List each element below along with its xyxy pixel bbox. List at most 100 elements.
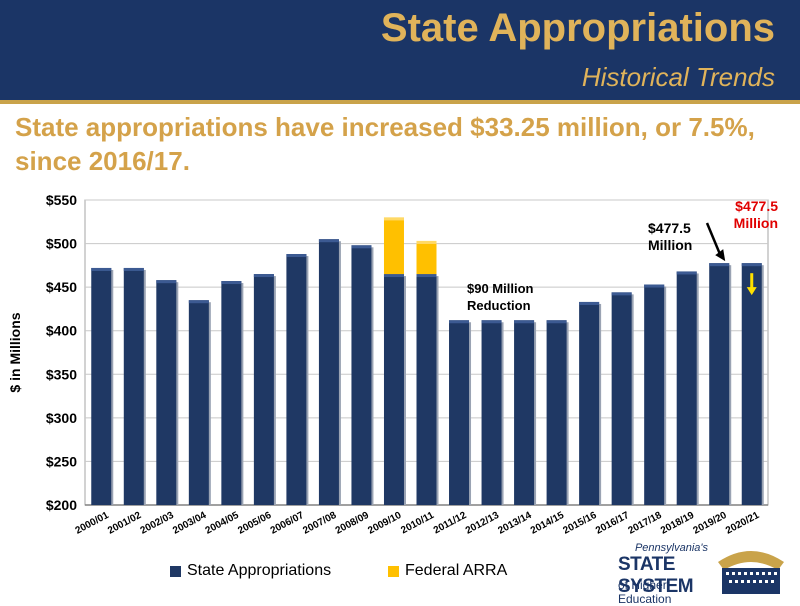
y-tick-label: $550 (46, 192, 77, 208)
annotation-arrow-head (715, 249, 726, 262)
bar-state-appropriations (351, 245, 372, 506)
annotation-text: Million (734, 215, 778, 231)
legend-item-federal-arra: Federal ARRA (388, 562, 507, 580)
x-tick-label: 2012/13 (464, 510, 501, 537)
bar-federal-arra (383, 217, 404, 275)
y-axis-label: $ in Millions (7, 312, 23, 392)
x-tick-label: 2000/01 (74, 510, 111, 537)
legend-label-state: State Appropriations (187, 562, 332, 579)
bar-state-appropriations (383, 274, 404, 505)
bar-state-appropriations (481, 320, 502, 505)
bar-top-highlight-arra (416, 240, 437, 244)
annotation-arrow-line (705, 222, 723, 258)
bar-top-highlight (416, 274, 437, 278)
bar-state-appropriations (741, 263, 762, 505)
x-tick-label: 2001/02 (106, 510, 143, 537)
page-title: State Appropriations (380, 6, 775, 50)
x-tick-label: 2003/04 (171, 510, 208, 537)
x-tick-label: 2011/12 (432, 510, 469, 537)
x-tick-label: 2002/03 (139, 510, 176, 537)
header-banner (0, 0, 800, 100)
bar-state-appropriations (221, 281, 242, 505)
y-tick-label: $200 (46, 497, 77, 513)
bar-state-appropriations (286, 254, 307, 505)
x-tick-label: 2019/20 (692, 510, 729, 537)
bar-top-highlight (514, 320, 535, 324)
bar-state-appropriations (676, 271, 697, 505)
bar-top-highlight (351, 245, 372, 249)
bar-top-highlight (383, 274, 404, 278)
x-tick-label: 2006/07 (269, 510, 306, 537)
y-tick-label: $350 (46, 366, 77, 382)
bar-top-highlight (188, 300, 209, 304)
annotation-text: Million (648, 237, 692, 253)
bar-state-appropriations (611, 292, 632, 505)
bar-top-highlight (449, 320, 470, 324)
x-tick-label: 2018/19 (659, 510, 696, 537)
annotation-text: $90 Million (467, 281, 534, 296)
x-tick-label: 2013/14 (496, 510, 533, 537)
logo-line-3: of Higher Education (618, 578, 672, 606)
bar-top-highlight-arra (383, 217, 404, 221)
bar-state-appropriations (91, 267, 112, 505)
bar-top-highlight (318, 239, 339, 243)
bar-top-highlight (741, 263, 762, 267)
bar-state-appropriations (156, 280, 177, 505)
x-tick-label: 2017/18 (626, 510, 663, 537)
bar-chart: $200 $250 $300 $350 $400 $450 $500 $550 $ in Mil… (7, 192, 778, 537)
bar-top-highlight (156, 280, 177, 284)
bar-top-highlight (644, 284, 665, 288)
x-tick-label: 2007/08 (301, 510, 338, 537)
page-subtitle: Historical Trends (581, 62, 775, 92)
bar-top-highlight (221, 281, 242, 285)
x-tick-label: 2014/15 (529, 510, 566, 537)
y-tick-label: $450 (46, 279, 77, 295)
legend-item-state-appropriations: State Appropriations (170, 562, 331, 580)
bar-state-appropriations (579, 301, 600, 505)
bar-state-appropriations (123, 267, 144, 505)
x-tick-label: 2016/17 (594, 510, 631, 537)
legend-label-arra: Federal ARRA (405, 562, 508, 579)
bar-top-highlight (611, 292, 632, 296)
bar-top-highlight (253, 274, 274, 278)
legend-swatch-arra (388, 565, 399, 577)
bar-state-appropriations (514, 320, 535, 505)
bar-top-highlight (709, 263, 730, 267)
x-tick-label: 2010/11 (399, 510, 436, 537)
state-system-logo: Pennsylvania's STATE SYSTEM of Higher Ed… (618, 540, 798, 606)
bar-state-appropriations (188, 300, 209, 505)
annotation-text: $477.5 (735, 198, 778, 214)
x-tick-label: 2008/09 (334, 510, 371, 537)
bar-top-highlight (546, 320, 567, 324)
bar-top-highlight (91, 267, 112, 271)
legend-swatch-state (170, 565, 181, 577)
bar-state-appropriations (709, 263, 730, 505)
logo-line-2: STATE SYSTEM (618, 554, 694, 597)
bar-state-appropriations (644, 284, 665, 505)
x-tick-label: 2005/06 (236, 510, 273, 537)
annotation-down-arrow-head (746, 287, 757, 296)
bar-state-appropriations (253, 274, 274, 505)
x-tick-label: 2020/21 (724, 510, 761, 537)
x-tick-label: 2004/05 (204, 510, 241, 537)
bar-state-appropriations (416, 274, 437, 505)
x-tick-label: 2015/16 (561, 510, 598, 537)
logo-line-1: Pennsylvania's (634, 542, 708, 554)
y-tick-label: $500 (46, 236, 77, 252)
bar-federal-arra (416, 240, 437, 275)
annotation-text: Reduction (467, 298, 531, 313)
x-tick-label: 2009/10 (366, 510, 403, 537)
bar-state-appropriations (546, 320, 567, 505)
header-divider (0, 100, 800, 104)
bar-top-highlight (579, 301, 600, 305)
bar-top-highlight (286, 254, 307, 258)
headline-text: State appropriations have increased $33.… (15, 112, 755, 176)
bar-state-appropriations (318, 239, 339, 505)
bar-top-highlight (123, 267, 144, 271)
bar-state-appropriations (449, 320, 470, 505)
y-tick-label: $300 (46, 410, 77, 426)
bar-top-highlight (676, 271, 697, 275)
bar-top-highlight (481, 320, 502, 324)
annotation-text: $477.5 (648, 220, 691, 236)
keystone-logo-icon (718, 551, 784, 594)
